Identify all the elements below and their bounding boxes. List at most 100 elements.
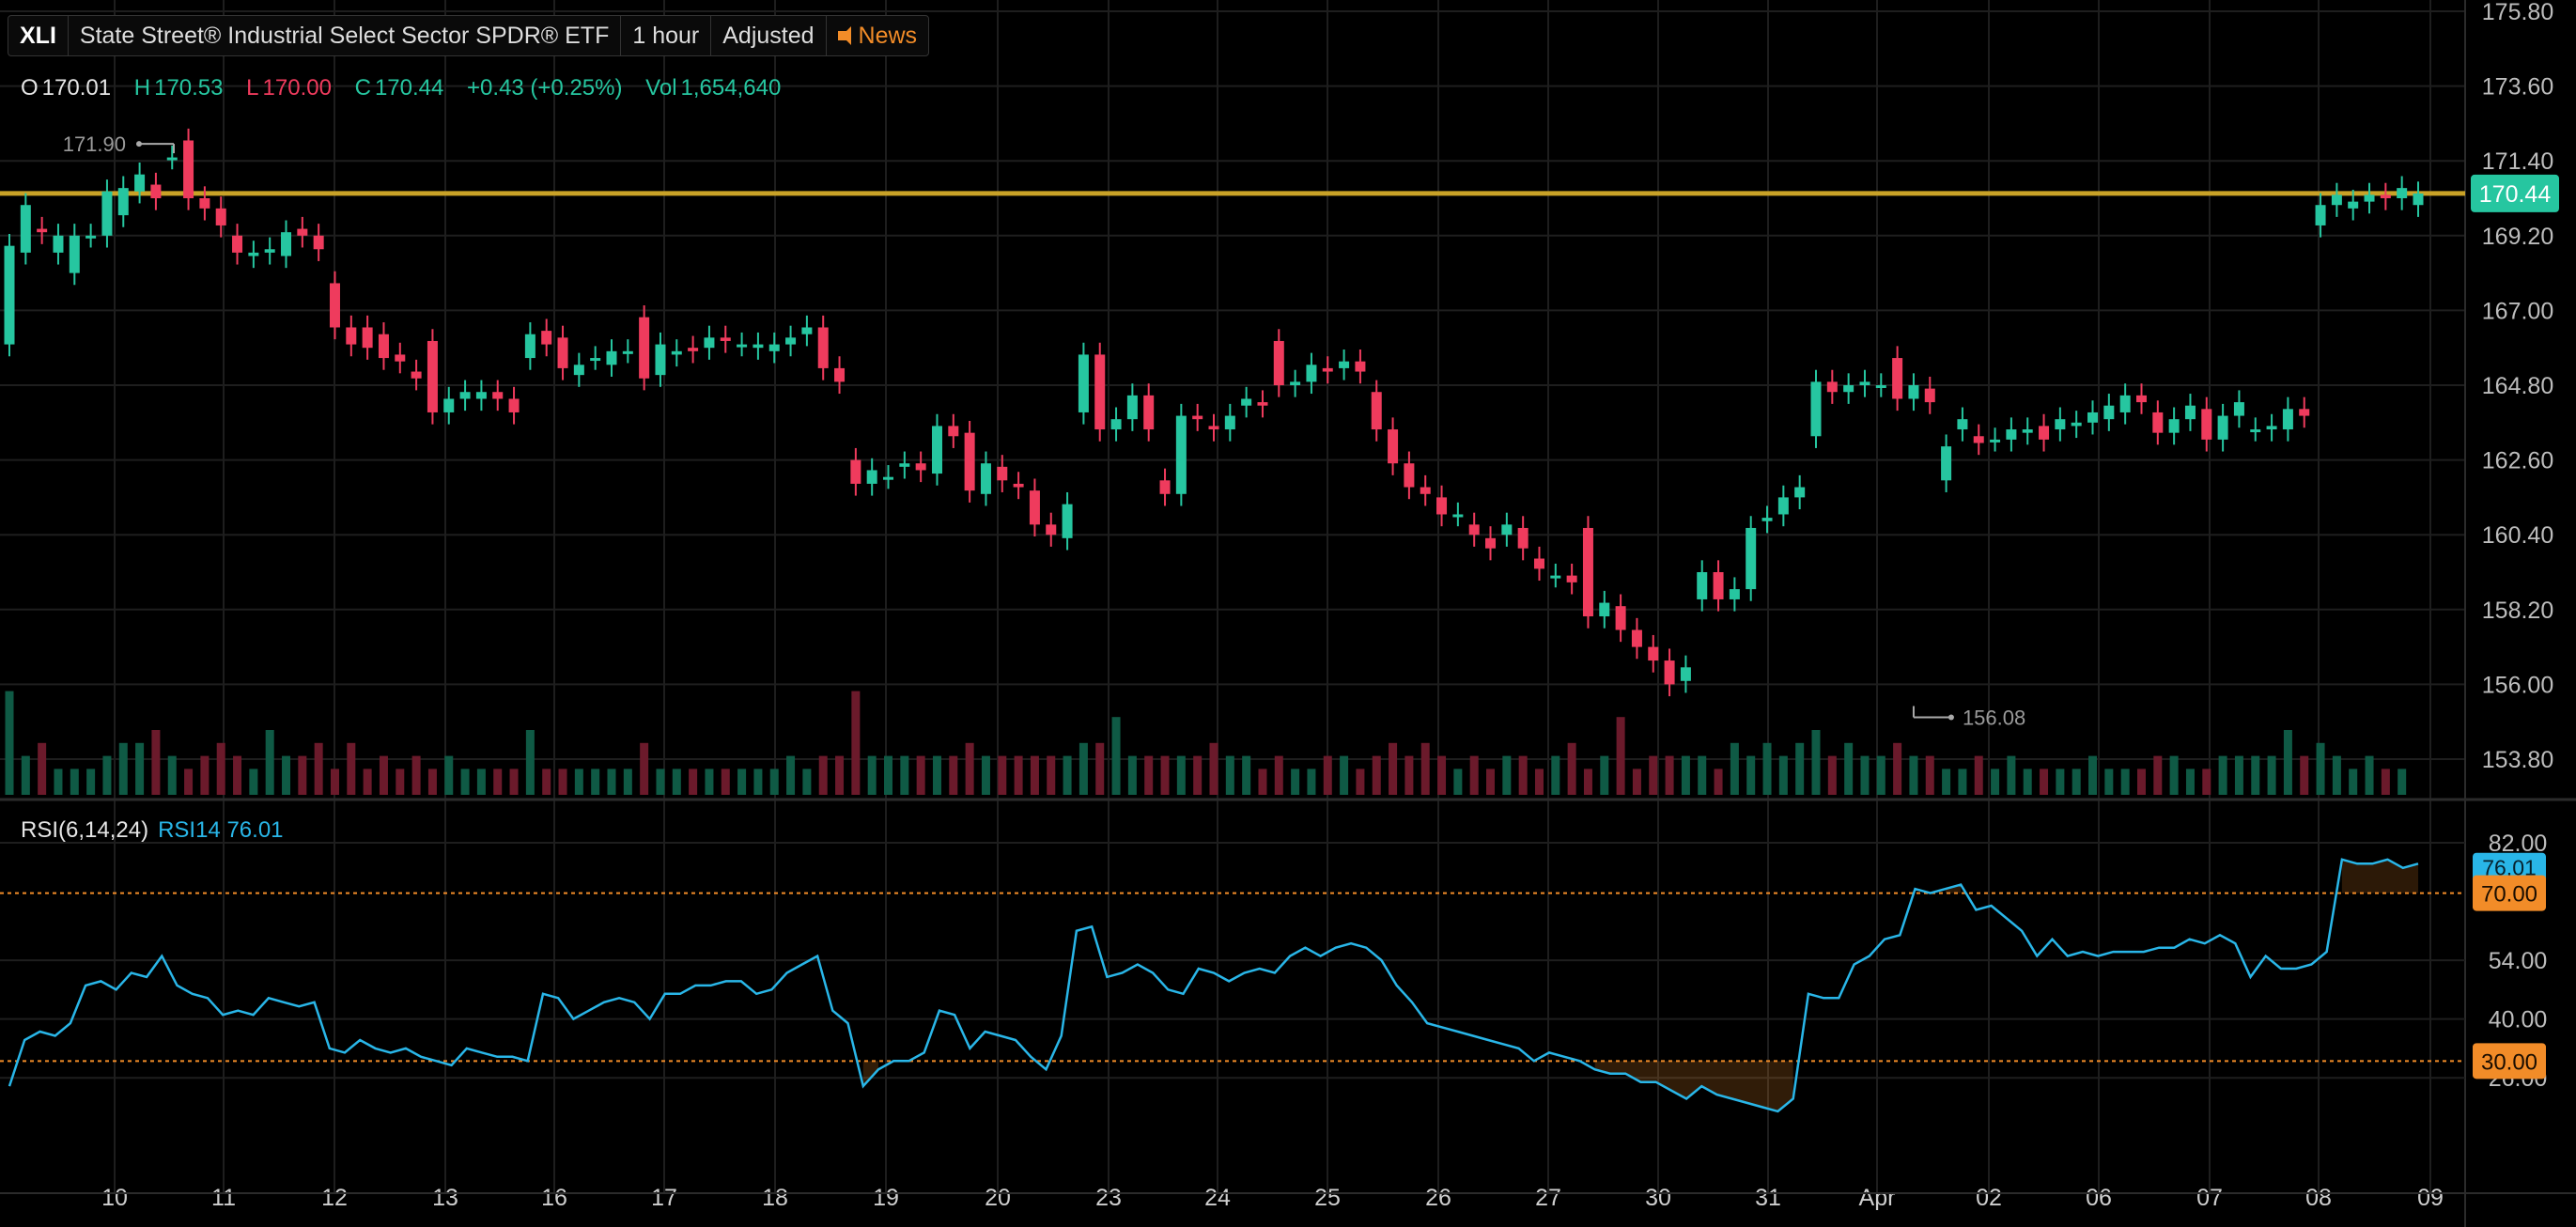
candle-body: [1973, 436, 1984, 443]
candle-body: [622, 350, 633, 354]
low-annotation: 156.08: [1963, 707, 2025, 730]
candle-body: [768, 344, 780, 351]
volume-bar: [981, 755, 990, 795]
price-axis-tick: 164.80: [2482, 373, 2553, 399]
volume-bar: [591, 769, 600, 795]
x-tick-label: 20: [985, 1185, 1011, 1211]
candle-body: [639, 317, 650, 379]
candle-body: [2071, 422, 2082, 427]
adjusted-button[interactable]: Adjusted: [711, 16, 827, 55]
price-axis-tick: 158.20: [2482, 598, 2553, 624]
candle-body: [2380, 194, 2391, 198]
volume-bar: [2202, 769, 2211, 795]
volume-bar: [2365, 755, 2374, 795]
volume-bar: [1307, 769, 1316, 795]
volume-bar: [1974, 755, 1983, 795]
volume-bar: [2104, 769, 2114, 795]
volume-bar: [1600, 755, 1609, 795]
candle-body: [313, 235, 324, 250]
volume-bar: [884, 755, 893, 795]
volume-bar: [1649, 755, 1658, 795]
x-tick-label: 13: [432, 1185, 458, 1211]
candle-body: [1388, 429, 1399, 464]
price-axis-tick: 167.00: [2482, 298, 2553, 324]
x-tick-label: 23: [1095, 1185, 1122, 1211]
candle-body: [1501, 524, 1513, 536]
x-tick-label: 11: [211, 1185, 236, 1211]
volume-bar: [1063, 755, 1072, 795]
volume-bar: [672, 769, 681, 795]
candle-body: [655, 344, 666, 376]
volume-bar: [1518, 755, 1528, 795]
change-value: +0.43 (+0.25%): [467, 75, 623, 101]
volume-bar: [2185, 769, 2195, 795]
candle-body: [1339, 361, 1350, 368]
low-label: L: [246, 75, 259, 101]
candle-body: [1029, 490, 1040, 525]
volume-bar: [411, 755, 421, 795]
volume-bar: [835, 755, 845, 795]
volume-bar: [444, 755, 454, 795]
candle-body: [2039, 426, 2050, 440]
price-axis-tick: 173.60: [2482, 74, 2553, 101]
candle-body: [1224, 415, 1235, 430]
candle-body: [1746, 527, 1757, 590]
candle-body: [1713, 572, 1724, 599]
volume-bar: [737, 769, 747, 795]
volume-bar: [786, 755, 796, 795]
candle-body: [899, 463, 910, 467]
candle-body: [1110, 419, 1122, 430]
volume-bar: [379, 755, 388, 795]
candle-body: [1761, 518, 1773, 521]
volume-bar: [2316, 742, 2325, 795]
candle-body: [1420, 487, 1431, 494]
close-label: C: [354, 75, 371, 101]
candle-body: [720, 337, 731, 341]
candle-body: [1175, 415, 1187, 494]
volume-bar: [1372, 755, 1381, 795]
volume-bar: [249, 769, 258, 795]
volume-bar: [70, 769, 79, 795]
candle-body: [2152, 412, 2164, 433]
candle-body: [2282, 409, 2293, 430]
candle-body: [475, 392, 487, 399]
candle-body: [1680, 667, 1691, 681]
candle-body: [1582, 527, 1593, 617]
candle-body: [817, 327, 829, 368]
candle-body: [411, 371, 422, 379]
candle-body: [2119, 395, 2131, 412]
candle-body: [508, 398, 520, 412]
volume-bar: [1258, 769, 1267, 795]
candle-body: [1126, 395, 1138, 420]
candle-body: [606, 350, 617, 365]
candle-body: [2135, 395, 2147, 403]
candle-body: [2315, 205, 2326, 225]
interval-button[interactable]: 1 hour: [621, 16, 712, 55]
volume-bar: [705, 769, 714, 795]
news-button[interactable]: News: [827, 16, 929, 55]
volume-bar: [689, 769, 698, 795]
candle-body: [1631, 629, 1642, 647]
volume-bar: [298, 755, 307, 795]
volume-bar: [476, 769, 486, 795]
candle-body: [1468, 524, 1480, 536]
x-tick-label: Apr: [1859, 1185, 1896, 1211]
volume-bar: [1404, 755, 1414, 795]
candle-body: [2233, 402, 2244, 416]
candle-body: [20, 205, 31, 253]
volume-bar: [184, 769, 194, 795]
candle-body: [1843, 385, 1854, 393]
candle-body: [1924, 388, 1935, 403]
candle-body: [1273, 340, 1284, 385]
price-axis-tick: 162.60: [2482, 448, 2553, 474]
volume-bar: [2169, 755, 2179, 795]
volume-bar: [2088, 755, 2098, 795]
volume-bar: [2040, 769, 2049, 795]
volume-bar: [1144, 755, 1154, 795]
symbol-button[interactable]: XLI: [8, 16, 69, 55]
high-value: 170.53: [154, 75, 224, 101]
candle-body: [1355, 361, 1366, 372]
volume-bar: [2398, 769, 2407, 795]
x-tick-label: 02: [1976, 1185, 2002, 1211]
